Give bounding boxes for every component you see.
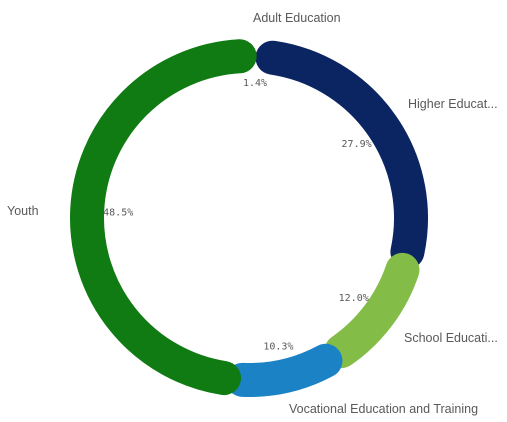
slice-vocational-education-and-training[interactable] [225,343,343,397]
value-label-adult-education: 1.4% [243,78,267,89]
value-label-vocational-education-and-training: 10.3% [263,342,293,353]
slice-school-education[interactable] [324,252,420,369]
value-label-higher-education: 27.9% [342,139,372,150]
category-label-school-education: School Educati... [404,331,498,345]
category-label-youth: Youth [7,204,39,218]
value-label-school-education: 12.0% [339,293,369,304]
value-label-youth: 48.5% [103,208,133,219]
slice-higher-education[interactable] [255,40,428,269]
category-label-vocational-education-and-training: Vocational Education and Training [289,402,478,416]
slice-youth[interactable] [70,39,257,396]
category-label-higher-education: Higher Educat... [408,97,498,111]
category-label-adult-education: Adult Education [253,11,341,25]
